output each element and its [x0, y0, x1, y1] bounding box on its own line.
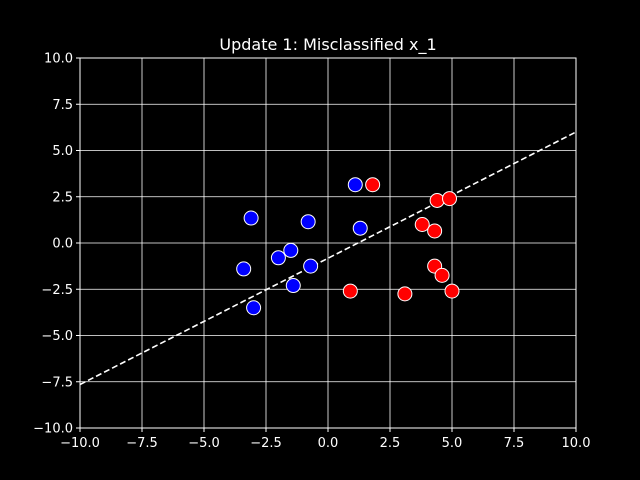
blue-point: [246, 300, 262, 316]
x-tick-label: 10.0: [562, 436, 591, 451]
x-tick-label: −2.5: [250, 436, 282, 451]
y-tick-label: −10.0: [33, 422, 73, 437]
red-point: [397, 286, 413, 302]
red-point: [442, 191, 458, 207]
y-axis-ticks: −10.0 −7.5 −5.0 −2.5 0.0 2.5 5.0 7.5 10.0: [33, 52, 80, 437]
blue-point: [285, 278, 301, 294]
decision-boundary-layer: [79, 131, 577, 386]
points-layer: [236, 177, 460, 316]
y-tick-label: −5.0: [41, 329, 73, 344]
chart-title: Update 1: Misclassified x_1: [219, 35, 436, 55]
x-tick-label: −10.0: [60, 436, 100, 451]
red-point: [444, 283, 460, 299]
blue-point: [352, 220, 368, 236]
blue-point: [270, 250, 286, 266]
blue-point: [243, 210, 259, 226]
x-tick-label: 5.0: [442, 436, 463, 451]
red-point: [414, 217, 430, 232]
blue-point: [300, 214, 316, 230]
y-tick-label: −7.5: [41, 375, 73, 390]
x-tick-label: −5.0: [188, 436, 220, 451]
y-tick-label: 10.0: [44, 52, 73, 67]
y-tick-label: −2.5: [41, 283, 73, 298]
blue-point: [303, 258, 319, 274]
y-tick-label: 5.0: [52, 144, 73, 159]
red-point: [429, 192, 445, 208]
blue-point: [347, 177, 363, 193]
y-tick-label: 2.5: [52, 190, 73, 205]
red-point: [434, 267, 450, 283]
x-tick-label: 7.5: [504, 436, 525, 451]
y-tick-label: 0.0: [52, 237, 73, 252]
red-point: [342, 283, 358, 299]
blue-point: [236, 261, 252, 277]
red-point: [427, 223, 443, 239]
decision-boundary-line: [79, 131, 577, 386]
y-tick-label: 7.5: [52, 98, 73, 113]
x-tick-label: −7.5: [126, 436, 158, 451]
x-axis-ticks: −10.0 −7.5 −5.0 −2.5 0.0 2.5 5.0 7.5 10.0: [60, 428, 590, 451]
x-tick-label: 2.5: [380, 436, 401, 451]
red-point: [365, 177, 381, 193]
x-tick-label: 0.0: [318, 436, 339, 451]
blue-point: [283, 242, 299, 258]
